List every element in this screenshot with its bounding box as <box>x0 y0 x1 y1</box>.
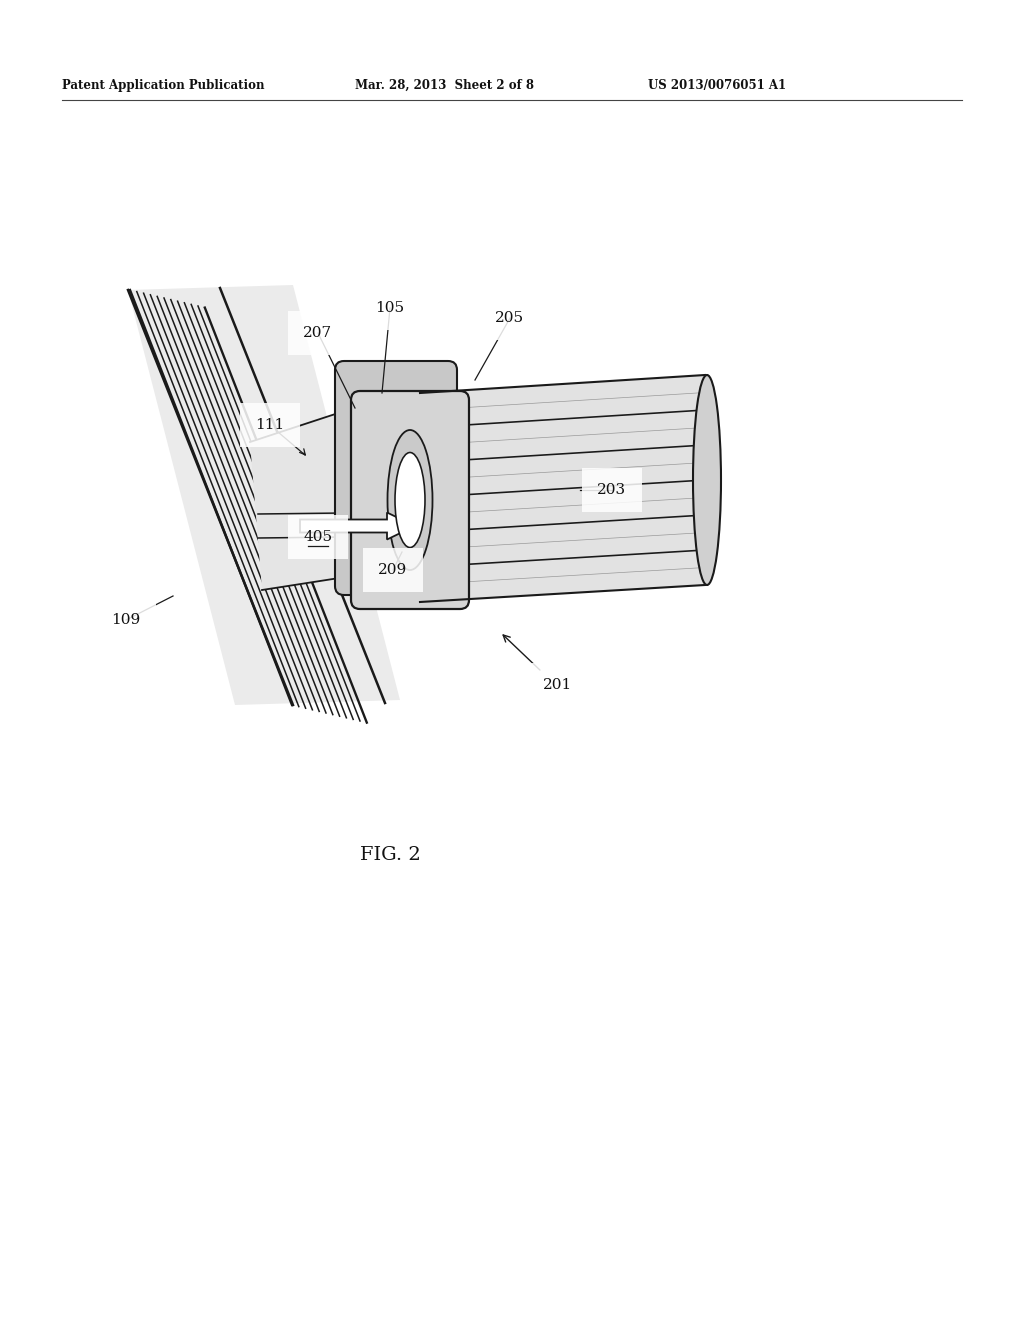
Text: Patent Application Publication: Patent Application Publication <box>62 78 264 91</box>
Text: 405: 405 <box>303 531 333 544</box>
Polygon shape <box>250 400 378 590</box>
Text: US 2013/0076051 A1: US 2013/0076051 A1 <box>648 78 786 91</box>
Ellipse shape <box>372 404 420 552</box>
Text: 207: 207 <box>303 326 333 341</box>
Text: 105: 105 <box>376 301 404 315</box>
Text: 111: 111 <box>255 418 285 432</box>
Text: 203: 203 <box>597 483 627 498</box>
Text: 109: 109 <box>112 612 140 627</box>
Ellipse shape <box>693 375 721 585</box>
Polygon shape <box>128 285 400 705</box>
Text: 205: 205 <box>496 312 524 325</box>
FancyBboxPatch shape <box>351 391 469 609</box>
FancyBboxPatch shape <box>335 360 457 595</box>
Text: Mar. 28, 2013  Sheet 2 of 8: Mar. 28, 2013 Sheet 2 of 8 <box>355 78 534 91</box>
Text: 209: 209 <box>379 564 408 577</box>
Polygon shape <box>420 375 705 602</box>
FancyArrow shape <box>300 512 415 540</box>
Ellipse shape <box>387 430 432 570</box>
Ellipse shape <box>395 453 425 548</box>
Text: 201: 201 <box>544 678 572 692</box>
Text: FIG. 2: FIG. 2 <box>359 846 421 865</box>
